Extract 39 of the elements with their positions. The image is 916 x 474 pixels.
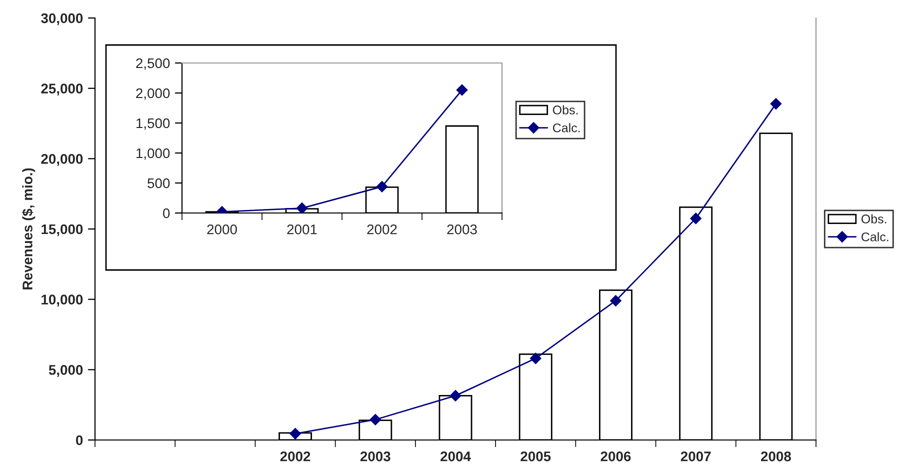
x-tick-label: 2002 [367, 224, 397, 234]
point [690, 212, 702, 224]
legend-label: Obs. [552, 105, 578, 114]
y-tick-label: 1,500 [136, 118, 170, 130]
legend-label: Calc. [862, 232, 888, 242]
x-tick-label: 2002 [280, 451, 310, 462]
point [770, 98, 782, 110]
point [376, 180, 388, 192]
point [296, 202, 308, 213]
point [290, 428, 301, 440]
x-tick-label: 2008 [760, 451, 791, 462]
x-tick-label: 2006 [600, 451, 631, 462]
legend-label: Calc. [552, 123, 580, 132]
y-tick-label: 1,000 [136, 148, 170, 160]
x-tick-label: 2003 [447, 224, 477, 234]
y-tick-label: 25,000 [41, 84, 83, 96]
y-tick-label: 2,500 [136, 58, 170, 70]
y-tick-label: 15,000 [42, 224, 83, 236]
x-tick-label: 2000 [207, 224, 237, 234]
point [450, 390, 462, 402]
point [370, 414, 381, 426]
legend-label: Obs. [861, 214, 886, 224]
y-tick-label: 500 [148, 178, 170, 188]
y-tick-label: 5,000 [48, 365, 83, 377]
y-tick-label: 30,000 [41, 13, 83, 26]
y-tick-label: 0 [76, 435, 83, 446]
y-axis-title: Revenues ($, mio.) [22, 168, 36, 290]
y-tick-label: 10,000 [42, 294, 83, 307]
point [530, 352, 542, 364]
x-tick-label: 2003 [360, 451, 390, 462]
y-tick-label: 2,000 [136, 88, 170, 100]
x-tick-label: 2005 [520, 451, 551, 462]
point [456, 84, 468, 96]
point [610, 295, 622, 306]
x-tick-label: 2004 [440, 451, 471, 462]
y-tick-label: 0 [163, 208, 170, 218]
x-tick-label: 2007 [680, 451, 711, 462]
x-tick-label: 2001 [287, 224, 317, 234]
y-tick-label: 20,000 [41, 154, 83, 166]
